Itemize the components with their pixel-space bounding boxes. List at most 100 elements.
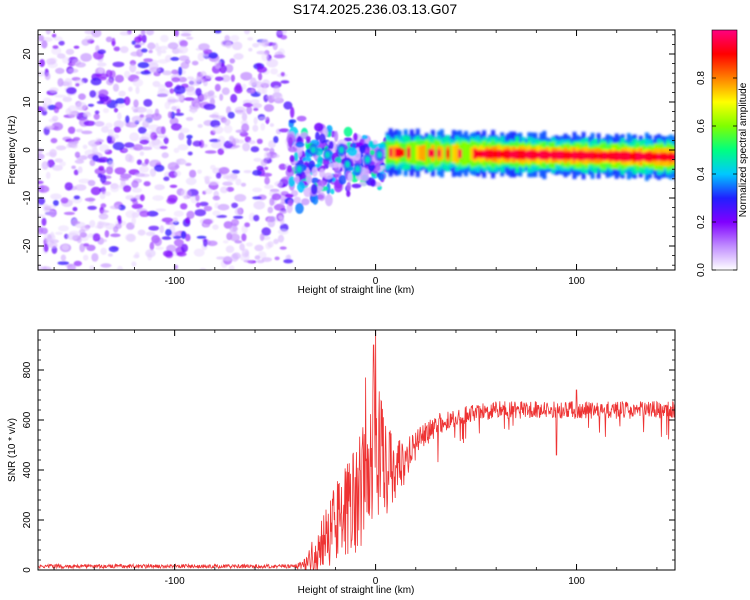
spectrogram-cell — [131, 40, 136, 45]
spectrogram-cell — [67, 263, 76, 270]
spectrogram-cell — [397, 147, 402, 158]
spectrogram-cell — [203, 175, 212, 180]
spectrogram-cell — [333, 161, 339, 169]
spectrogram-cell — [278, 128, 290, 133]
spectrogram-cell — [214, 59, 222, 69]
spectrogram-cell — [548, 151, 553, 159]
spectrogram-cell — [96, 100, 105, 105]
spectrogram-cell — [83, 243, 90, 247]
spectrogram-cell — [297, 181, 305, 193]
spectrogram-cell — [439, 146, 444, 160]
spectrogram-cell — [207, 240, 218, 247]
spectrogram-cell — [90, 77, 102, 86]
spectrogram-cell — [608, 151, 613, 161]
spectrogram-cell — [49, 87, 59, 93]
spectrogram-cell — [177, 92, 184, 101]
spectrogram-cell — [178, 55, 190, 62]
spectrogram-cell — [44, 72, 51, 81]
spectrogram-cell — [273, 154, 280, 158]
spectrogram-cell — [223, 124, 233, 134]
spectrogram-cell — [258, 72, 263, 81]
spectrogram-cell — [346, 181, 352, 192]
spectrogram-cell — [261, 53, 269, 62]
spectrogram-cell — [38, 153, 45, 160]
spectrogram-cell — [287, 199, 294, 207]
spectrogram-cell — [38, 264, 43, 270]
spectrogram-cell — [83, 120, 96, 127]
spectrogram-cell — [62, 96, 73, 103]
spectrogram-cell — [235, 82, 242, 92]
spectrogram-cell — [152, 135, 158, 139]
spectrogram-cell — [221, 74, 231, 82]
spectrogram-cell — [97, 49, 106, 55]
spectrogram-cell — [98, 165, 105, 171]
spectrogram-cell — [195, 194, 200, 202]
spectrogram-cell — [75, 128, 83, 133]
spectrogram-cell — [73, 195, 81, 200]
spectrogram-cell — [42, 266, 48, 270]
spectrogram-cell — [214, 76, 224, 82]
spectrogram-cell — [131, 115, 142, 123]
spectrogram-cell — [173, 147, 180, 154]
spectrogram-cell — [136, 159, 142, 165]
spectrogram-cell — [258, 39, 269, 47]
spectrogram-cell — [183, 97, 195, 101]
spectrogram-cell — [171, 69, 179, 75]
spectrogram-cell — [163, 176, 170, 181]
spectrogram-cell — [185, 233, 191, 242]
spectrogram-cell — [192, 140, 202, 147]
spectrogram-cell — [125, 115, 130, 124]
spectrogram-cell — [587, 151, 592, 160]
spectrogram-cell — [186, 190, 192, 199]
spectrogram-cell — [325, 194, 333, 207]
spectrogram-cell — [159, 145, 168, 150]
spectrogram-cell — [203, 238, 208, 247]
spectrogram-cell — [131, 180, 139, 189]
spectrogram-cell — [554, 151, 559, 160]
spectrogram-cell — [66, 141, 78, 148]
spectrogram-cell — [114, 167, 126, 175]
spectrogram-cell — [385, 140, 390, 165]
spectrogram-cell — [131, 203, 143, 209]
spectrogram-cell — [231, 202, 239, 209]
spectrogram-cell — [84, 197, 96, 202]
spectrogram-cell — [218, 167, 230, 175]
spectrogram-cell — [155, 208, 167, 212]
spectrogram-cell — [271, 193, 282, 201]
spectrogram-cell — [461, 141, 465, 167]
spectrogram-x-label: Height of straight line (km) — [298, 285, 415, 296]
spectrogram-cell — [614, 151, 619, 162]
spectrogram-cell — [67, 126, 76, 134]
spectrogram-cell — [41, 161, 49, 170]
spectrogram-cell — [140, 173, 150, 178]
spectrogram-cell — [51, 33, 57, 38]
spectrogram-cell — [199, 201, 209, 207]
spectrogram-cell — [217, 203, 230, 211]
spectrogram-cell — [310, 146, 316, 154]
spectrogram-cell — [279, 246, 287, 250]
spectrogram-cell — [620, 151, 625, 162]
spectrogram-cell — [351, 183, 362, 189]
spectrogram-cell — [269, 147, 275, 154]
spectrogram-cell — [226, 173, 238, 182]
spectrogram-cell — [132, 78, 144, 87]
spectrogram-cell — [105, 166, 114, 175]
spectrogram-cell — [131, 261, 137, 267]
snr-panel: -100 0 100 0 200 400 600 800 Height of straigh… — [7, 329, 676, 596]
spectrogram-cell — [38, 197, 46, 205]
spectrogram-cell — [375, 162, 381, 172]
spectrogram-cell — [293, 177, 299, 182]
colorbar-tick-label: 0.6 — [696, 119, 707, 133]
spectrogram-cell — [217, 148, 225, 155]
spectrogram-cell — [455, 144, 459, 163]
spectrogram-cell — [133, 254, 140, 259]
spectrogram-cell — [163, 250, 173, 257]
spectrogram-cell — [115, 103, 125, 108]
spectrogram-cell — [144, 158, 150, 165]
spectrogram-cell — [74, 159, 85, 164]
spectrogram-cell — [251, 103, 263, 109]
spectrogram-cell — [229, 233, 240, 242]
spectrogram-cell — [212, 125, 224, 134]
spectrogram-cell — [75, 83, 80, 87]
